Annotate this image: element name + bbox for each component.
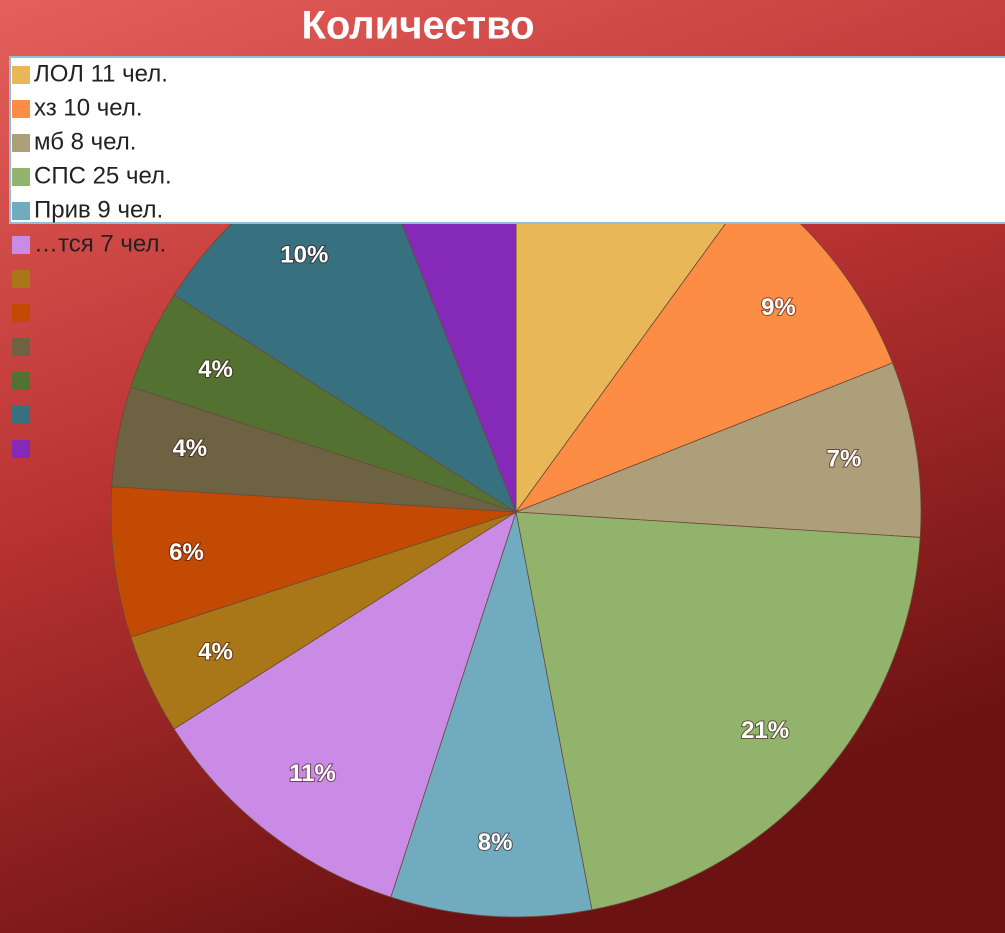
legend-swatch <box>12 236 30 254</box>
data-label: 4% <box>172 435 207 462</box>
legend-swatch <box>12 372 30 390</box>
legend-label: СПС 25 чел. <box>34 162 172 189</box>
legend-label: мб 8 чел. <box>34 128 136 155</box>
legend-label: хз 10 чел. <box>34 94 143 121</box>
data-label: 8% <box>478 829 513 856</box>
legend-swatch <box>12 66 30 84</box>
pie-slice <box>110 486 517 638</box>
data-label: 6% <box>169 539 204 566</box>
legend: ЛОЛ 11 чел. хз 10 чел. мб 8 чел. СПС 25 чел… <box>12 60 172 458</box>
pie: 9% 7% 21% 8% 11% 4% 6% 4% 4% 10% <box>110 106 922 918</box>
data-label: 4% <box>198 639 233 666</box>
pie-slice <box>173 511 517 898</box>
legend-label: Прив 9 чел. <box>34 196 163 223</box>
data-label: 10% <box>280 241 328 268</box>
legend-swatch <box>12 270 30 288</box>
data-label: 21% <box>741 717 789 744</box>
data-label: 7% <box>827 445 862 472</box>
chart-title: Количество <box>301 4 534 48</box>
legend-swatch <box>12 338 30 356</box>
legend-swatch <box>12 202 30 220</box>
legend-swatch <box>12 406 30 424</box>
legend-swatch <box>12 440 30 458</box>
legend-swatch <box>12 304 30 322</box>
legend-label: …тся 7 чел. <box>34 230 166 257</box>
pie-slice <box>515 362 922 538</box>
pie-slice <box>390 511 593 918</box>
data-label: 4% <box>198 356 233 383</box>
legend-box <box>9 56 1005 224</box>
legend-swatch <box>12 168 30 186</box>
legend-label: ЛОЛ 11 чел. <box>34 60 168 87</box>
data-label: 9% <box>761 294 796 321</box>
pie-slice <box>515 511 921 911</box>
data-label: 11% <box>289 760 336 787</box>
legend-swatch <box>12 100 30 118</box>
legend-swatch <box>12 134 30 152</box>
